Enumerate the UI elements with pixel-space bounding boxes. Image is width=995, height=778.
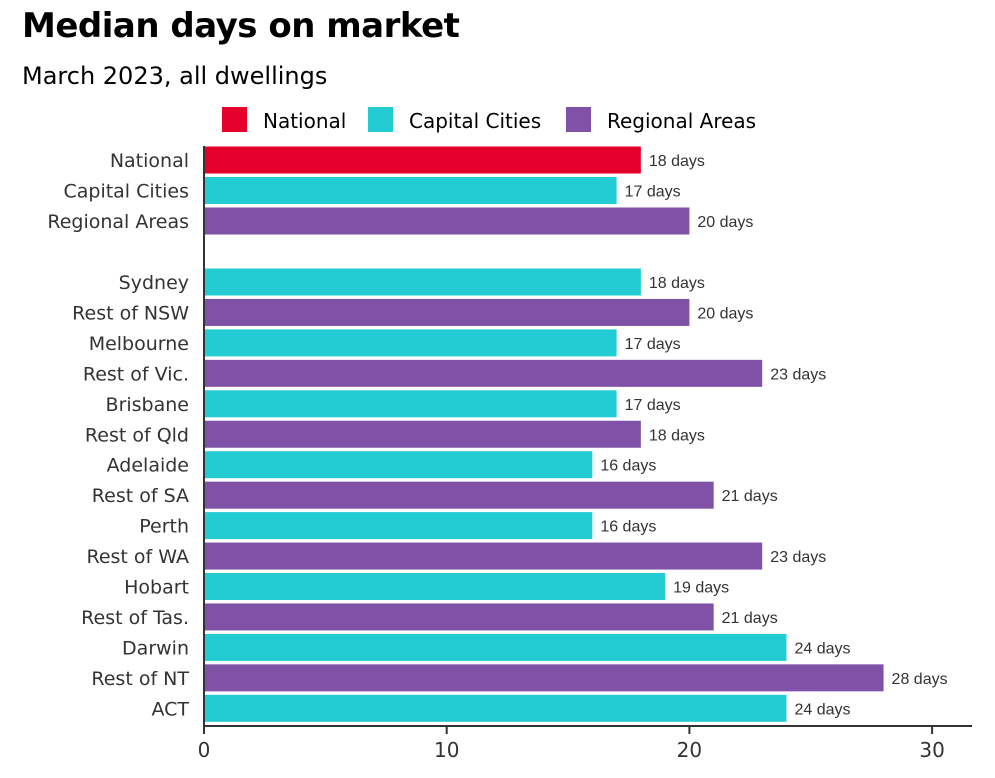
bar (204, 512, 593, 540)
bar (204, 268, 641, 296)
category-label: Rest of Qld (85, 424, 189, 446)
data-label: 20 days (697, 305, 753, 322)
bar (204, 603, 714, 631)
chart-title: Median days on market (22, 6, 460, 46)
bar (204, 481, 714, 509)
x-tick-label: 10 (434, 738, 459, 762)
data-label: 28 days (892, 671, 948, 688)
data-label: 17 days (625, 184, 681, 201)
data-label: 16 days (600, 458, 656, 475)
data-label: 21 days (722, 610, 778, 627)
x-tick-label: 20 (677, 738, 702, 762)
bar (204, 298, 690, 326)
legend: National Capital Cities Regional Areas (222, 107, 756, 133)
category-label: Brisbane (106, 394, 189, 416)
bar (204, 146, 641, 174)
category-label: Rest of Tas. (81, 607, 189, 629)
chart-subtitle: March 2023, all dwellings (22, 62, 327, 90)
category-label: Perth (139, 516, 189, 538)
bar (204, 390, 617, 418)
legend-label: Capital Cities (409, 109, 541, 133)
x-tick-label: 0 (198, 738, 211, 762)
data-label: 20 days (697, 214, 753, 231)
legend-label: National (263, 109, 346, 133)
data-label: 23 days (770, 366, 826, 383)
category-label: Darwin (122, 637, 189, 659)
category-label: Rest of NT (91, 668, 189, 690)
category-label: National (110, 150, 189, 172)
category-label: Capital Cities (63, 181, 189, 203)
category-label: Adelaide (107, 455, 189, 477)
legend-label: Regional Areas (607, 109, 756, 133)
bar (204, 664, 884, 692)
bar (204, 573, 666, 600)
category-label: Regional Areas (47, 211, 189, 233)
data-label: 18 days (649, 153, 705, 170)
category-label: Rest of NSW (72, 302, 189, 324)
data-label: 21 days (722, 488, 778, 505)
data-label: 16 days (600, 519, 656, 536)
data-label: 19 days (673, 580, 729, 597)
data-label: 18 days (649, 427, 705, 444)
category-label: Melbourne (89, 333, 189, 355)
bar (204, 359, 763, 387)
category-label: Rest of WA (86, 546, 189, 568)
bar (204, 694, 787, 722)
category-label: Rest of Vic. (83, 363, 189, 385)
data-label: 23 days (770, 549, 826, 566)
bar (204, 451, 593, 479)
legend-swatch (368, 107, 393, 132)
category-label: Hobart (124, 577, 189, 599)
data-label: 24 days (794, 701, 850, 718)
bar (204, 633, 787, 661)
bar (204, 542, 763, 570)
data-label: 17 days (625, 336, 681, 353)
category-label: ACT (151, 698, 189, 720)
x-axis: 0 10 20 30 (198, 146, 972, 762)
bar (204, 329, 617, 357)
category-label: Sydney (119, 272, 189, 294)
legend-swatch (566, 107, 591, 132)
category-label: Rest of SA (92, 485, 189, 507)
x-tick-label: 30 (919, 738, 944, 762)
legend-swatch (222, 107, 247, 132)
bar (204, 177, 617, 204)
data-label: 17 days (625, 397, 681, 414)
data-label: 18 days (649, 275, 705, 292)
bar (204, 420, 641, 448)
bars: National 18 days Capital Cities 17 days Regi… (47, 146, 948, 722)
data-label: 24 days (794, 640, 850, 657)
bar (204, 207, 690, 235)
